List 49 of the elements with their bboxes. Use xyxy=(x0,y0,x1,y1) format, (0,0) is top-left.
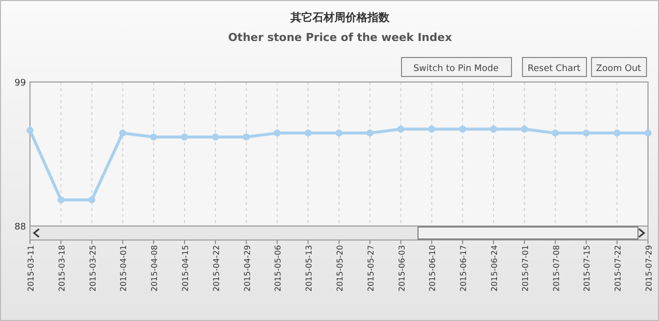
x-tick-label: 2015-04-29 xyxy=(242,245,252,292)
x-tick-label: 2015-05-27 xyxy=(366,245,376,292)
point xyxy=(459,126,466,133)
point xyxy=(490,126,497,133)
point xyxy=(428,126,436,133)
button: Zoom Out xyxy=(591,57,647,77)
x-tick-label: 2015-05-13 xyxy=(304,245,314,292)
point xyxy=(181,133,188,140)
point xyxy=(397,126,404,133)
button: Switch to Pin Mode xyxy=(401,57,512,77)
point xyxy=(552,130,559,137)
x-tick-label: 2015-05-06 xyxy=(274,245,283,292)
point xyxy=(336,130,342,137)
x-tick-label: 2015-07-15 xyxy=(582,245,592,292)
x-tick-label: 2015-04-08 xyxy=(150,245,160,292)
x-tick-label: 2015-07-01 xyxy=(520,245,530,292)
point xyxy=(26,126,34,134)
point xyxy=(88,196,96,204)
x-tick-label: 2015-03-25 xyxy=(88,245,98,292)
point xyxy=(582,130,590,137)
x-tick-label: 2015-05-20 xyxy=(336,245,344,292)
point xyxy=(119,130,126,137)
x-tick-label: 2015-06-10 xyxy=(428,245,438,292)
x-tick-label: 2015-07-29 xyxy=(644,245,654,292)
point xyxy=(366,130,374,137)
point xyxy=(150,133,158,140)
chart-title: 其它石材周价格指数 xyxy=(290,11,390,24)
button: Reset Chart xyxy=(522,57,587,77)
y-tick-label: 88 xyxy=(14,222,26,232)
point xyxy=(304,130,312,137)
x-tick-label: 2015-03-18 xyxy=(57,245,66,292)
point xyxy=(614,130,621,137)
point xyxy=(57,196,64,204)
x-tick-label: 2015-04-22 xyxy=(212,245,221,292)
chart-subtitle: Other stone Price of the week Index xyxy=(228,31,452,44)
x-tick-label: 2015-04-15 xyxy=(181,245,190,292)
point xyxy=(212,133,219,140)
x-tick-label: 2015-06-17 xyxy=(459,245,468,292)
point xyxy=(520,126,528,133)
point xyxy=(274,130,281,137)
x-tick-label: 2015-07-22 xyxy=(614,245,623,292)
x-tick-label: 2015-07-08 xyxy=(552,245,561,292)
point xyxy=(644,130,652,137)
y-tick-label: 99 xyxy=(14,78,26,88)
x-tick-label: 2015-06-24 xyxy=(490,245,499,292)
x-tick-label: 2015-03-11 xyxy=(26,245,36,292)
x-tick-label: 2015-06-03 xyxy=(397,245,406,292)
point xyxy=(242,133,250,140)
x-tick-label: 2015-04-01 xyxy=(119,245,128,292)
